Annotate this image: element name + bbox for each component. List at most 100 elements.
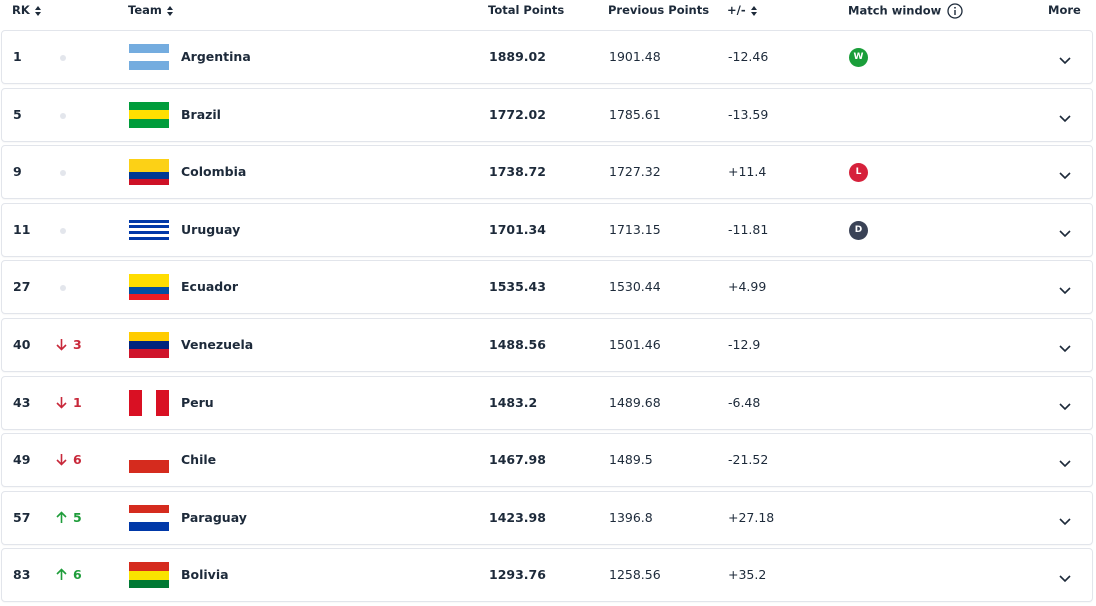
header-text: Team: [128, 3, 162, 17]
flag-stripe: [129, 219, 169, 223]
flag-stripe: [129, 280, 169, 288]
no-change-dot: [60, 170, 66, 177]
flag-stripe: [129, 274, 169, 281]
header-text: +/-: [727, 3, 746, 17]
rank: 49: [13, 452, 31, 468]
header-text: Match window: [848, 3, 942, 18]
flag-stripe: [129, 522, 169, 531]
expand-button[interactable]: [1059, 512, 1071, 531]
flag-stripe: [129, 231, 169, 235]
movement: 6: [56, 452, 82, 467]
flag-stripe: [129, 237, 169, 240]
diff: -12.9: [728, 337, 761, 352]
expand-button[interactable]: [1059, 224, 1071, 243]
total-points: 1483.2: [489, 394, 538, 410]
flag: [129, 447, 169, 474]
header-rank[interactable]: RK: [12, 3, 42, 17]
movement-count: 5: [73, 509, 82, 525]
chevron: [1059, 345, 1071, 353]
flag-stripe: [129, 571, 169, 580]
team: Paraguay: [181, 509, 247, 525]
flag-stripe: [129, 460, 169, 474]
row[interactable]: 57 5 Paraguay 1423.98 1396.8 +27.18: [1, 490, 1093, 545]
chevron: [1059, 575, 1071, 583]
expand-button[interactable]: [1059, 51, 1071, 70]
no-change-dot: [60, 112, 66, 119]
rank: 5: [13, 106, 22, 122]
row[interactable]: 11 Uruguay 1701.34 1713.15 -11.81 D: [1, 202, 1093, 257]
chevron: [1059, 230, 1071, 237]
chevron: [1059, 403, 1071, 410]
chevron: [1059, 460, 1071, 468]
no-change-dot: [60, 285, 66, 292]
expand-button[interactable]: [1059, 166, 1071, 185]
row[interactable]: 27 Ecuador 1535.43 1530.44 +4.99: [1, 260, 1093, 315]
chevron: [1059, 172, 1071, 180]
total-points: 1488.56: [489, 337, 546, 352]
expand-button[interactable]: [1059, 109, 1071, 128]
team: Brazil: [181, 106, 221, 122]
flag-stripe: [129, 61, 169, 70]
diff: +11.4: [728, 164, 767, 180]
team: Peru: [181, 394, 214, 410]
row[interactable]: 83 6 Bolivia 1293.76 1258.56 +35.2: [1, 548, 1093, 603]
expand-button[interactable]: [1059, 454, 1071, 473]
flag-stripe: [129, 101, 169, 111]
row[interactable]: 5 Brazil 1772.02 1785.61 -13.59: [1, 87, 1093, 142]
expand-button[interactable]: [1059, 397, 1071, 416]
flag-stripe: [129, 332, 169, 341]
expand-button[interactable]: [1059, 281, 1071, 300]
previous-points: 1785.61: [609, 106, 661, 122]
flag-stripe: [129, 349, 169, 358]
flag: [129, 332, 169, 358]
diff: -13.59: [728, 106, 769, 122]
trend-arrow: [56, 339, 67, 351]
total-points: 1889.02: [489, 49, 546, 64]
flag-stripe: [129, 216, 169, 220]
match-badge: W: [849, 48, 868, 67]
previous-points: 1713.15: [609, 221, 661, 237]
team: Uruguay: [181, 221, 241, 237]
no-change-dot: [60, 55, 66, 61]
movement: 6: [56, 567, 82, 582]
flag: [129, 504, 169, 531]
trend-arrow: [56, 568, 67, 581]
rank: 57: [13, 509, 31, 525]
expand-button[interactable]: [1059, 339, 1071, 358]
movement: 3: [56, 337, 82, 352]
flag-stripe: [129, 389, 143, 416]
flag-stripe: [129, 228, 169, 232]
total-points: 1772.02: [489, 106, 546, 122]
previous-points: 1530.44: [609, 279, 661, 295]
flag-stripe: [129, 239, 169, 243]
flag-stripe: [129, 178, 169, 186]
team: Colombia: [181, 164, 247, 180]
header-match: Match window: [848, 3, 963, 19]
row[interactable]: 1 Argentina 1889.02 1901.48 -12.46 W: [1, 30, 1093, 84]
row[interactable]: 49 6 Chile 1467.98 1489.5 -21.52: [1, 433, 1093, 488]
header-total: Total Points: [488, 3, 565, 17]
flag-stripe: [129, 293, 169, 301]
previous-points: 1489.5: [609, 452, 653, 468]
flag-stripe: [155, 389, 169, 416]
movement-count: 1: [73, 394, 82, 410]
header-previous: Previous Points: [608, 3, 710, 17]
rank: 40: [13, 337, 31, 352]
flag: [129, 562, 169, 589]
row[interactable]: 43 1 Peru 1483.2 1489.68 -6.48: [1, 375, 1093, 430]
total-points: 1738.72: [489, 164, 546, 180]
info-icon[interactable]: [947, 3, 963, 19]
flag: [129, 159, 169, 186]
row[interactable]: 9 Colombia 1738.72 1727.32 +11.4 L: [1, 145, 1093, 200]
team: Bolivia: [181, 567, 229, 583]
flag-stripe: [129, 562, 169, 572]
expand-button[interactable]: [1059, 569, 1071, 588]
header-team[interactable]: Team: [128, 3, 174, 17]
row[interactable]: 40 3 Venezuela 1488.56 1501.46 -12.9: [1, 318, 1093, 372]
header-diff[interactable]: +/-: [727, 3, 758, 17]
total-points: 1535.43: [489, 279, 546, 295]
flag-stripe: [129, 225, 169, 229]
flag: [129, 101, 169, 128]
flag-stripe: [129, 447, 169, 461]
rank: 27: [13, 279, 31, 295]
